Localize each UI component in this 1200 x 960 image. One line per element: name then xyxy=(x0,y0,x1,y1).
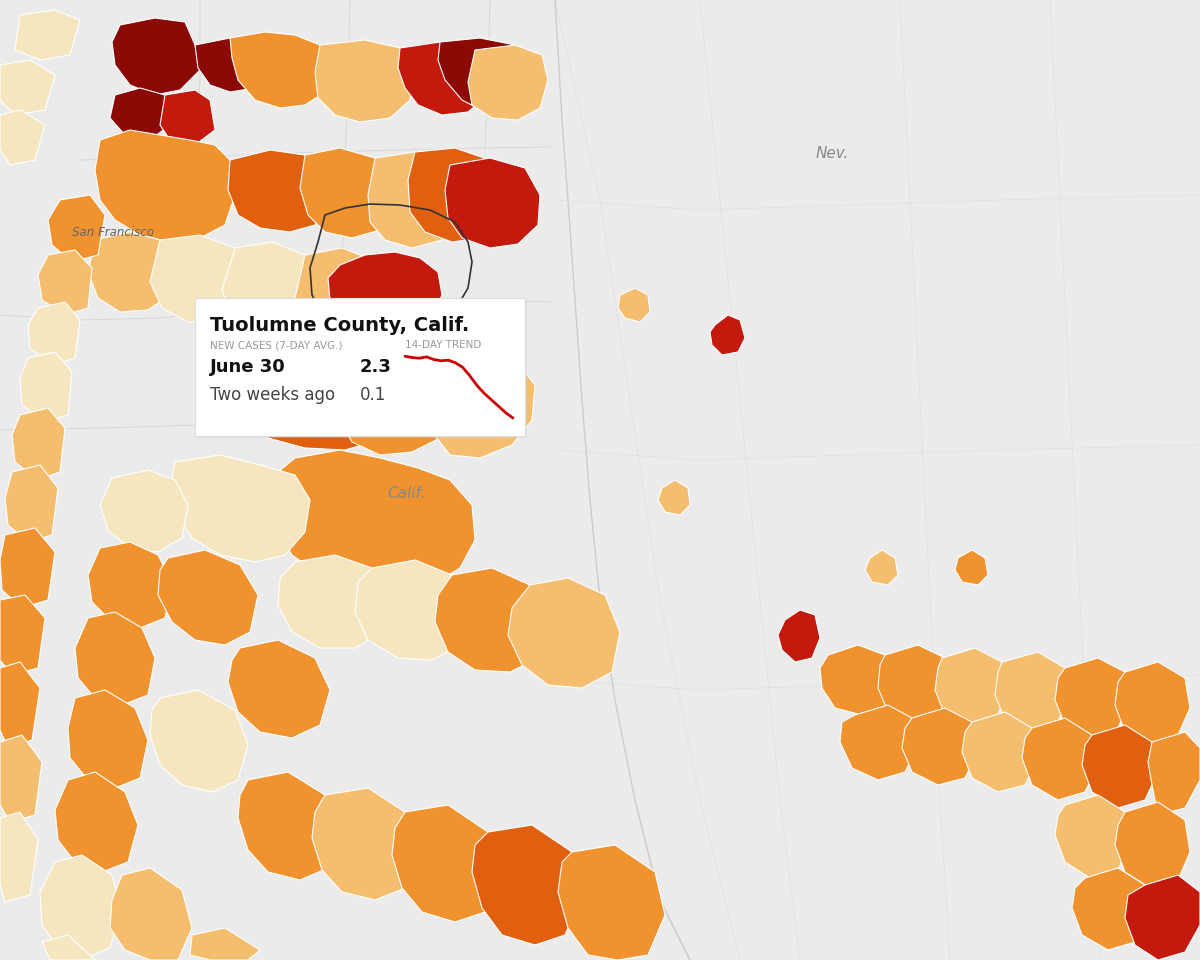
Text: June 30: June 30 xyxy=(210,358,286,376)
Polygon shape xyxy=(995,652,1070,732)
Polygon shape xyxy=(222,338,408,450)
Polygon shape xyxy=(110,88,170,140)
Polygon shape xyxy=(878,645,952,720)
Polygon shape xyxy=(472,825,582,945)
Polygon shape xyxy=(150,690,248,792)
Polygon shape xyxy=(12,408,65,480)
Polygon shape xyxy=(42,935,95,960)
Text: 2.3: 2.3 xyxy=(360,358,392,376)
Polygon shape xyxy=(170,455,310,562)
Polygon shape xyxy=(392,805,500,922)
Polygon shape xyxy=(0,595,46,675)
Polygon shape xyxy=(955,550,988,585)
Polygon shape xyxy=(228,150,330,232)
Polygon shape xyxy=(112,18,200,95)
Polygon shape xyxy=(314,40,415,122)
Polygon shape xyxy=(428,348,535,458)
Polygon shape xyxy=(508,578,620,688)
Polygon shape xyxy=(1055,795,1130,878)
Polygon shape xyxy=(28,302,80,365)
Polygon shape xyxy=(1082,725,1158,808)
Polygon shape xyxy=(408,148,505,242)
Text: San Francisco: San Francisco xyxy=(72,226,154,238)
Polygon shape xyxy=(962,712,1038,792)
Polygon shape xyxy=(238,772,340,880)
Polygon shape xyxy=(48,195,106,262)
Polygon shape xyxy=(618,288,650,322)
Polygon shape xyxy=(368,152,466,248)
Polygon shape xyxy=(1022,718,1098,800)
Polygon shape xyxy=(335,342,460,455)
Polygon shape xyxy=(0,528,55,608)
Polygon shape xyxy=(436,568,545,672)
Polygon shape xyxy=(230,32,330,108)
Polygon shape xyxy=(935,648,1008,725)
Polygon shape xyxy=(820,645,895,715)
Polygon shape xyxy=(0,60,55,115)
Polygon shape xyxy=(228,640,330,738)
Polygon shape xyxy=(558,845,665,960)
Polygon shape xyxy=(110,868,192,960)
Polygon shape xyxy=(5,465,58,542)
Text: NEW CASES (7-DAY AVG.): NEW CASES (7-DAY AVG.) xyxy=(210,340,342,350)
Text: 0.1: 0.1 xyxy=(360,386,386,404)
Polygon shape xyxy=(710,315,745,355)
Polygon shape xyxy=(150,235,248,322)
Polygon shape xyxy=(160,90,215,145)
Polygon shape xyxy=(68,690,148,788)
Polygon shape xyxy=(398,42,490,115)
Polygon shape xyxy=(1115,802,1190,888)
Polygon shape xyxy=(40,855,122,958)
Polygon shape xyxy=(0,662,40,748)
Polygon shape xyxy=(1126,875,1200,960)
Polygon shape xyxy=(865,550,898,585)
Polygon shape xyxy=(445,158,540,248)
Polygon shape xyxy=(190,928,260,960)
Polygon shape xyxy=(38,250,92,315)
Polygon shape xyxy=(328,252,442,332)
Text: 14-DAY TREND: 14-DAY TREND xyxy=(406,340,481,350)
Polygon shape xyxy=(355,560,468,660)
Polygon shape xyxy=(222,242,318,332)
Polygon shape xyxy=(0,735,42,822)
Polygon shape xyxy=(300,148,398,238)
Polygon shape xyxy=(272,450,475,592)
Polygon shape xyxy=(778,610,820,662)
Polygon shape xyxy=(158,550,258,645)
Polygon shape xyxy=(74,612,155,705)
Polygon shape xyxy=(88,232,175,312)
Polygon shape xyxy=(438,38,535,112)
Text: Nev.: Nev. xyxy=(815,146,848,160)
Polygon shape xyxy=(0,812,38,902)
Polygon shape xyxy=(1055,658,1130,738)
Polygon shape xyxy=(194,38,265,92)
Polygon shape xyxy=(88,542,172,628)
Polygon shape xyxy=(95,130,235,242)
Polygon shape xyxy=(20,352,72,422)
Polygon shape xyxy=(14,10,80,60)
Polygon shape xyxy=(1115,662,1190,745)
Polygon shape xyxy=(1148,732,1200,815)
Text: Tuolumne County, Calif.: Tuolumne County, Calif. xyxy=(210,316,469,335)
Polygon shape xyxy=(1072,868,1148,950)
Polygon shape xyxy=(278,555,390,648)
Polygon shape xyxy=(312,788,418,900)
Text: Two weeks ago: Two weeks ago xyxy=(210,386,335,404)
Polygon shape xyxy=(100,470,188,552)
Polygon shape xyxy=(658,480,690,515)
Text: Calif.: Calif. xyxy=(388,486,426,500)
Polygon shape xyxy=(840,705,918,780)
Polygon shape xyxy=(295,248,392,340)
FancyBboxPatch shape xyxy=(194,298,526,436)
FancyBboxPatch shape xyxy=(197,300,527,438)
Polygon shape xyxy=(468,45,548,120)
Polygon shape xyxy=(0,110,46,165)
Polygon shape xyxy=(902,708,978,785)
Polygon shape xyxy=(55,772,138,872)
